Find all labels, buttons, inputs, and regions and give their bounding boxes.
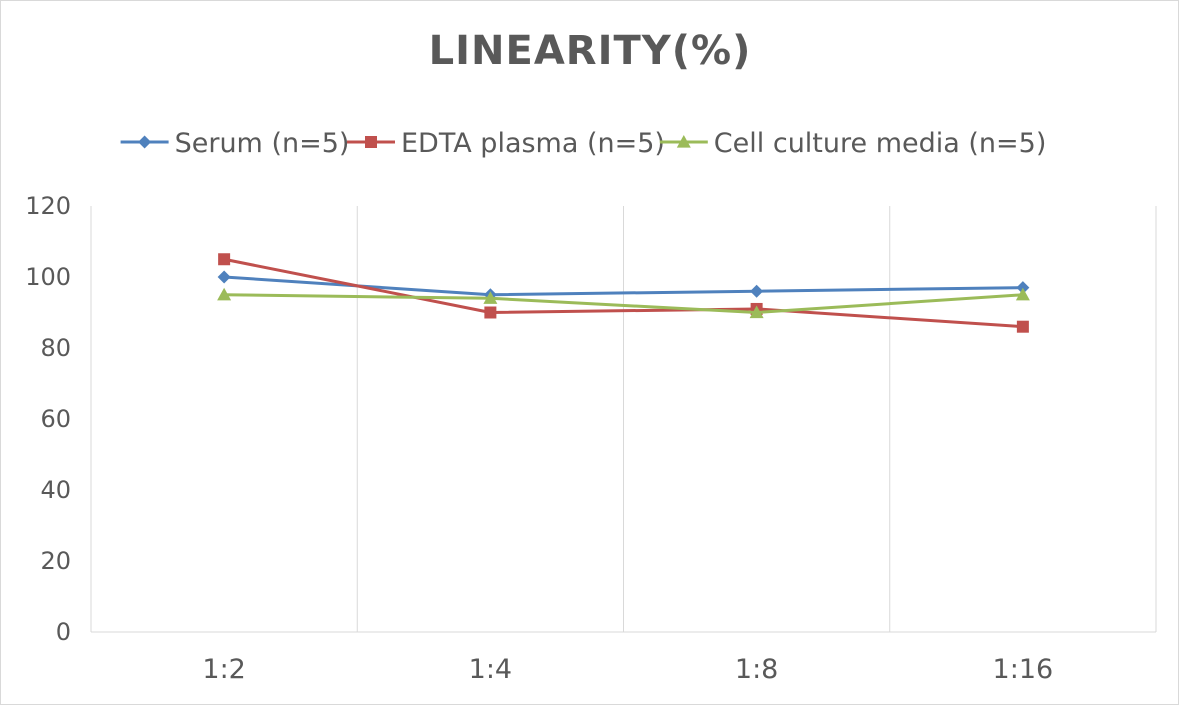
legend-marker bbox=[365, 136, 377, 148]
legend-label: EDTA plasma (n=5) bbox=[401, 128, 665, 159]
x-tick-label: 1:8 bbox=[735, 654, 778, 685]
data-point bbox=[484, 306, 497, 319]
series-2 bbox=[217, 287, 1030, 319]
y-tick-label: 100 bbox=[25, 263, 71, 291]
y-tick-label: 80 bbox=[40, 334, 71, 362]
data-point bbox=[1016, 281, 1030, 295]
legend-marker bbox=[138, 135, 152, 149]
series-layer bbox=[217, 253, 1030, 333]
data-point bbox=[218, 253, 231, 266]
legend-item: Cell culture media (n=5) bbox=[659, 128, 1047, 159]
legend-label: Cell culture media (n=5) bbox=[714, 128, 1047, 159]
data-point bbox=[217, 287, 232, 301]
legend-label: Serum (n=5) bbox=[175, 128, 350, 159]
grid bbox=[90, 206, 1157, 633]
data-point bbox=[749, 305, 764, 319]
y-tick-label: 40 bbox=[40, 476, 71, 504]
x-axis: 1:2 1:4 1:8 1:16 bbox=[202, 654, 1053, 685]
y-tick-label: 60 bbox=[40, 405, 71, 433]
legend-marker bbox=[676, 135, 691, 148]
x-tick-label: 1:2 bbox=[202, 654, 245, 685]
data-point bbox=[750, 284, 764, 298]
data-point bbox=[1016, 320, 1029, 333]
data-point bbox=[217, 270, 231, 284]
data-point bbox=[483, 291, 498, 304]
y-tick-label: 120 bbox=[25, 192, 71, 220]
legend: Serum (n=5) EDTA plasma (n=5) Cell culture… bbox=[120, 128, 1047, 159]
x-tick-label: 1:4 bbox=[469, 654, 512, 685]
legend-item: EDTA plasma (n=5) bbox=[347, 128, 665, 159]
series-line bbox=[224, 293, 1023, 314]
series-line bbox=[223, 257, 1023, 329]
x-tick-label: 1:16 bbox=[993, 654, 1054, 685]
y-tick-label: 20 bbox=[40, 547, 71, 575]
y-axis: 0 20 40 60 80 100 120 bbox=[25, 192, 71, 646]
chart-title: LINEARITY(%) bbox=[429, 28, 752, 74]
data-point bbox=[1015, 287, 1030, 301]
y-tick-label: 0 bbox=[56, 618, 71, 646]
legend-item: Serum (n=5) bbox=[120, 128, 350, 159]
